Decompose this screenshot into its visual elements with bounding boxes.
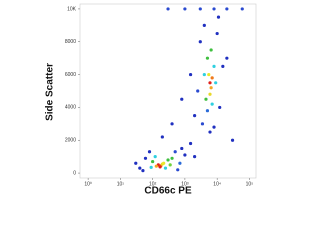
event-point bbox=[170, 122, 174, 126]
event-point bbox=[134, 161, 138, 165]
event-point bbox=[225, 56, 229, 60]
event-point bbox=[208, 81, 212, 85]
y-tick-label: 6000 bbox=[65, 72, 76, 78]
chart: CD66c PE Side Scatter 10⁰ 10¹ 10² 10³ 10⁴ 10⁵… bbox=[45, 3, 257, 197]
y-tick-label: 10K bbox=[67, 6, 77, 12]
event-point bbox=[147, 150, 152, 154]
event-point bbox=[149, 165, 153, 169]
event-point bbox=[153, 155, 157, 159]
event-point bbox=[212, 7, 216, 11]
event-point bbox=[151, 159, 155, 164]
event-point bbox=[240, 7, 244, 11]
event-point bbox=[143, 156, 148, 160]
event-point bbox=[202, 23, 206, 27]
event-point bbox=[162, 161, 166, 165]
x-tick-label: 10⁴ bbox=[213, 181, 221, 187]
event-point bbox=[202, 72, 206, 77]
event-point bbox=[193, 114, 197, 118]
event-point bbox=[205, 56, 210, 60]
event-point bbox=[196, 89, 200, 93]
y-tick-label: 2000 bbox=[65, 138, 76, 144]
event-point bbox=[200, 122, 205, 126]
page: CD66c PE Side Scatter 10⁰ 10¹ 10² 10³ 10⁴ 10⁵… bbox=[44, 3, 257, 197]
y-tick-label: 8000 bbox=[65, 39, 76, 45]
event-point bbox=[205, 109, 210, 113]
event-point bbox=[163, 166, 168, 170]
event-point bbox=[216, 15, 221, 19]
event-point bbox=[168, 163, 172, 167]
event-point bbox=[198, 40, 202, 44]
event-point bbox=[212, 64, 216, 68]
event-point bbox=[209, 86, 213, 90]
event-point bbox=[221, 64, 225, 68]
x-tick-label: 10⁵ bbox=[246, 181, 254, 187]
x-tick-label: 10¹ bbox=[117, 181, 125, 187]
event-point bbox=[198, 7, 202, 11]
event-point bbox=[170, 156, 174, 160]
event-point bbox=[212, 125, 216, 129]
event-point bbox=[183, 153, 187, 157]
event-point bbox=[173, 150, 177, 154]
event-point bbox=[166, 7, 170, 11]
y-tick-label: 4000 bbox=[65, 105, 76, 111]
event-point bbox=[160, 135, 164, 139]
y-tick-label: 0 bbox=[73, 170, 76, 176]
event-point bbox=[166, 158, 170, 162]
x-tick-label: 10³ bbox=[181, 181, 189, 187]
event-point bbox=[209, 48, 213, 52]
x-tick-label: 10⁰ bbox=[84, 181, 92, 187]
event-point bbox=[180, 146, 184, 151]
event-point bbox=[230, 138, 235, 142]
event-point bbox=[208, 92, 212, 96]
event-point bbox=[210, 102, 214, 106]
event-point bbox=[154, 164, 158, 168]
plot-frame bbox=[79, 3, 257, 179]
event-point bbox=[204, 97, 208, 101]
event-point bbox=[208, 130, 212, 134]
event-point bbox=[188, 141, 193, 146]
event-point bbox=[141, 169, 145, 173]
y-axis-title: Side Scatter bbox=[45, 63, 56, 121]
event-point bbox=[210, 76, 214, 80]
x-axis-title: CD66c PE bbox=[144, 186, 192, 197]
x-tick-label: 10² bbox=[149, 181, 157, 187]
event-point bbox=[183, 7, 187, 11]
event-point bbox=[193, 155, 197, 159]
event-point bbox=[188, 72, 193, 77]
event-point bbox=[225, 7, 229, 11]
event-point bbox=[180, 97, 184, 101]
event-point bbox=[207, 72, 211, 77]
event-point bbox=[218, 105, 222, 110]
event-point bbox=[178, 161, 182, 165]
event-point bbox=[214, 81, 218, 85]
event-point bbox=[138, 166, 142, 170]
event-point bbox=[176, 168, 180, 172]
event-point bbox=[158, 165, 162, 169]
event-point bbox=[215, 31, 219, 36]
